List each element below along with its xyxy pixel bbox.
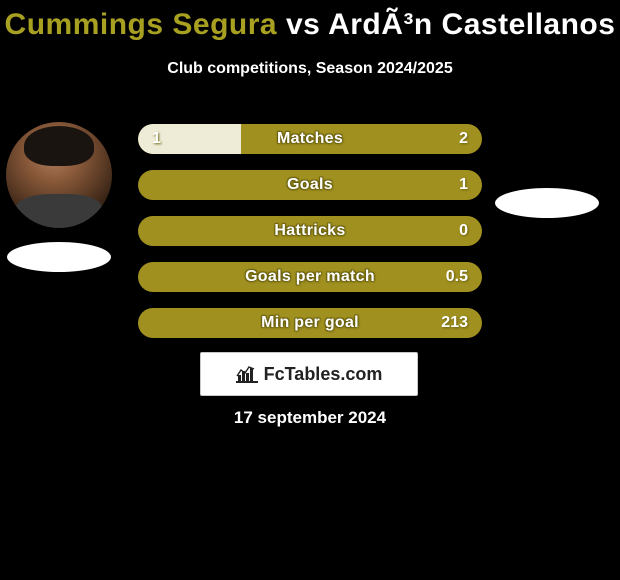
player-left-panel bbox=[6, 122, 112, 272]
title-player2: ArdÃ³n Castellanos bbox=[328, 8, 615, 41]
footer-date: 17 september 2024 bbox=[0, 408, 620, 428]
bar-mpg-right-value: 213 bbox=[441, 308, 468, 338]
player1-avatar bbox=[6, 122, 112, 228]
bar-goals-label: Goals bbox=[138, 170, 482, 200]
comparison-bars: 1 Matches 2 Goals 1 Hattricks 0 Goals pe… bbox=[138, 124, 482, 354]
bar-gpm: Goals per match 0.5 bbox=[138, 262, 482, 292]
source-logo: FcTables.com bbox=[200, 352, 418, 396]
player1-flag bbox=[7, 242, 111, 272]
bar-hattricks: Hattricks 0 bbox=[138, 216, 482, 246]
title-player1: Cummings Segura bbox=[5, 8, 278, 41]
chart-icon bbox=[236, 365, 258, 383]
subtitle: Club competitions, Season 2024/2025 bbox=[0, 60, 620, 78]
player2-flag bbox=[495, 188, 599, 218]
bar-goals-right-value: 1 bbox=[459, 170, 468, 200]
source-logo-text: FcTables.com bbox=[264, 364, 383, 385]
bar-gpm-right-value: 0.5 bbox=[446, 262, 468, 292]
bar-mpg: Min per goal 213 bbox=[138, 308, 482, 338]
bar-matches: 1 Matches 2 bbox=[138, 124, 482, 154]
player-right-panel bbox=[494, 122, 600, 218]
bar-matches-label: Matches bbox=[138, 124, 482, 154]
bar-hattricks-label: Hattricks bbox=[138, 216, 482, 246]
title-vs: vs bbox=[286, 8, 320, 41]
bar-gpm-label: Goals per match bbox=[138, 262, 482, 292]
page-title: Cummings Segura vs ArdÃ³n Castellanos bbox=[0, 0, 620, 42]
bar-mpg-label: Min per goal bbox=[138, 308, 482, 338]
bar-goals: Goals 1 bbox=[138, 170, 482, 200]
bar-hattricks-right-value: 0 bbox=[459, 216, 468, 246]
bar-matches-right-value: 2 bbox=[459, 124, 468, 154]
